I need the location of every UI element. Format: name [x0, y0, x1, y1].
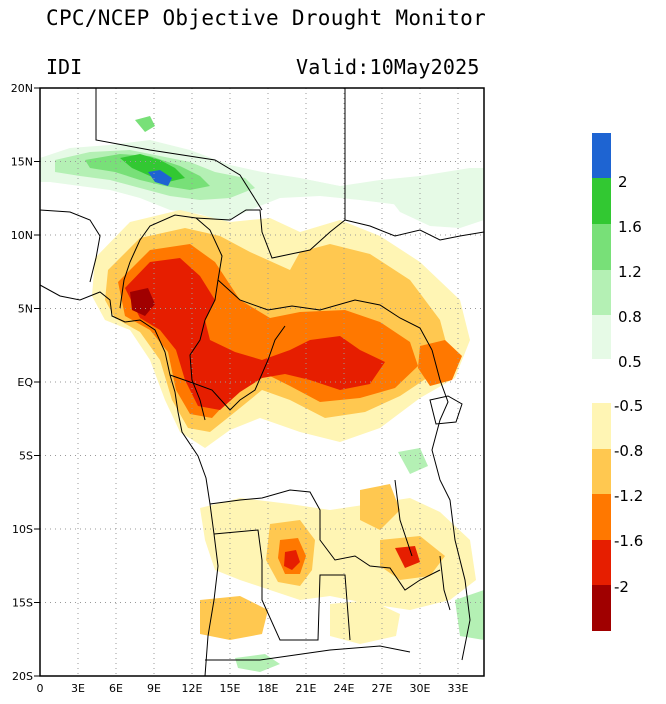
lat-label-5n: 5N: [18, 303, 33, 316]
legend-swatch-dry-3: [592, 494, 611, 540]
legend-label-neg-1-6: -1.6: [614, 532, 643, 550]
lon-label-15e: 15E: [220, 682, 241, 695]
index-label: IDI: [46, 55, 83, 79]
legend-swatch-wet-1: [592, 133, 611, 178]
lat-label-5s: 5S: [19, 450, 33, 463]
border-north: [95, 88, 263, 211]
dry-region-south-4: [284, 550, 300, 570]
border-congo: [169, 325, 286, 411]
lat-label-15n: 15N: [11, 156, 33, 169]
dry-region-ne-spot: [418, 340, 462, 386]
lon-label-27e: 27E: [372, 682, 393, 695]
dry-region-south-7: [360, 484, 400, 530]
map-field: [40, 88, 484, 676]
wet-region-e2: [398, 448, 428, 474]
legend-label-2: 2: [618, 173, 628, 191]
border-sudan: [344, 219, 484, 241]
lon-label-30e: 30E: [410, 682, 431, 695]
lat-label-10n: 10N: [11, 229, 33, 242]
lake-malawi: [439, 555, 451, 611]
dry-region-central-4: [125, 258, 385, 410]
valid-date-label: Valid:10May2025: [296, 55, 480, 79]
dry-region-central-5: [130, 288, 155, 316]
legend-label-1-2: 1.2: [618, 263, 642, 281]
lon-label-24e: 24E: [334, 682, 355, 695]
map-grid: [40, 88, 484, 676]
valid-date: 10May2025: [369, 55, 480, 79]
legend-label-neg-0-5: -0.5: [614, 397, 643, 415]
legend-swatch-wet-4: [592, 270, 611, 315]
border-car: [217, 279, 433, 351]
legend-label-neg-1-2: -1.2: [614, 487, 643, 505]
coastline: [40, 284, 219, 676]
lat-label-20s: 20S: [12, 670, 33, 683]
legend-dry: [592, 403, 611, 631]
dry-region-south-5: [200, 596, 268, 640]
border-nigeria: [119, 214, 223, 321]
legend-label-0-8: 0.8: [618, 308, 642, 326]
lake-victoria: [429, 395, 463, 425]
legend-swatch-dry-2: [592, 449, 611, 494]
wet-region-sahel-4: [120, 154, 185, 182]
border-east: [431, 349, 471, 661]
legend-swatch-dry-1: [592, 403, 611, 449]
border-drc: [209, 489, 441, 591]
lon-label-21e: 21E: [296, 682, 317, 695]
lon-label-0: 0: [37, 682, 44, 695]
border-west: [40, 209, 101, 283]
lake-tanganyika: [394, 479, 413, 557]
map-title: CPC/NCEP Objective Drought Monitor: [46, 6, 487, 30]
lat-label-eq: EQ: [17, 376, 33, 389]
lon-label-6e: 6E: [109, 682, 123, 695]
lon-label-9e: 9E: [147, 682, 161, 695]
legend-label-1-6: 1.6: [618, 218, 642, 236]
lat-label-15s: 15S: [12, 597, 33, 610]
lon-label-3e: 3E: [71, 682, 85, 695]
border-cameroon: [189, 319, 206, 421]
border-south: [205, 645, 411, 661]
lat-label-10s: 10S: [12, 523, 33, 536]
border-chad: [195, 88, 346, 259]
legend-swatch-dry-5: [592, 585, 611, 631]
legend-label-0-5: 0.5: [618, 353, 642, 371]
lat-ticks: [34, 87, 40, 677]
dry-region-south-9: [395, 546, 420, 568]
lat-label-20n: 20N: [11, 82, 33, 95]
legend-swatch-wet-5: [592, 315, 611, 359]
lon-label-33e: 33E: [448, 682, 469, 695]
valid-prefix: Valid:: [296, 55, 370, 79]
legend-swatch-dry-4: [592, 540, 611, 585]
dry-region-south-1: [200, 498, 476, 610]
legend-swatch-wet-2: [592, 178, 611, 224]
wet-region-top: [135, 116, 155, 132]
legend-label-neg-2: -2: [614, 578, 629, 596]
map-boundaries: [40, 88, 484, 676]
legend-swatch-wet-3: [592, 224, 611, 270]
legend-wet: [592, 133, 611, 359]
lon-label-18e: 18E: [258, 682, 279, 695]
legend-label-neg-0-8: -0.8: [614, 442, 643, 460]
border-angola: [213, 529, 351, 641]
lon-label-12e: 12E: [182, 682, 203, 695]
